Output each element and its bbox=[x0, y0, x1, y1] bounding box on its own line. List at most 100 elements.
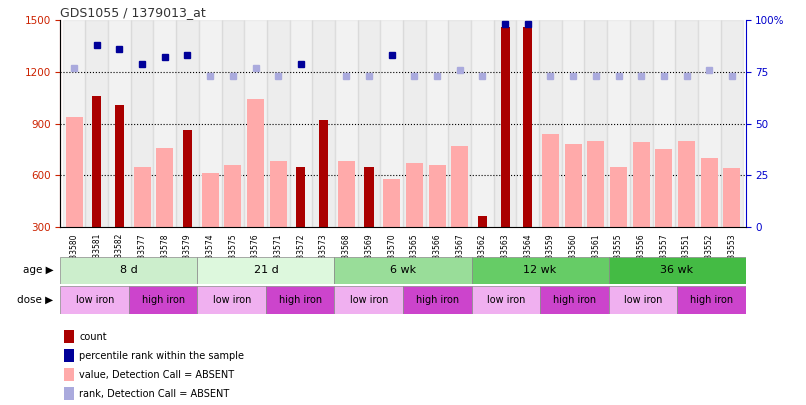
Bar bbox=[64, 368, 73, 381]
Bar bbox=[584, 20, 607, 227]
Bar bbox=[177, 20, 199, 227]
Text: low iron: low iron bbox=[487, 295, 525, 305]
Bar bbox=[115, 104, 124, 227]
Bar bbox=[153, 20, 177, 227]
Bar bbox=[129, 286, 197, 314]
Bar bbox=[472, 286, 540, 314]
Text: value, Detection Call = ABSENT: value, Detection Call = ABSENT bbox=[79, 370, 235, 380]
Text: low iron: low iron bbox=[624, 295, 662, 305]
Bar bbox=[63, 20, 85, 227]
Bar bbox=[429, 165, 446, 227]
Bar bbox=[64, 349, 73, 362]
Bar bbox=[539, 20, 562, 227]
Bar bbox=[523, 27, 532, 227]
Bar bbox=[270, 161, 287, 227]
Bar bbox=[677, 286, 746, 314]
Bar bbox=[244, 20, 267, 227]
Bar bbox=[501, 27, 509, 227]
Text: low iron: low iron bbox=[76, 295, 114, 305]
Bar bbox=[183, 130, 192, 227]
Bar bbox=[134, 166, 151, 227]
Bar bbox=[60, 286, 129, 314]
Bar bbox=[224, 165, 241, 227]
Bar bbox=[607, 20, 629, 227]
Bar bbox=[588, 141, 604, 227]
Text: 36 wk: 36 wk bbox=[660, 265, 694, 275]
Text: rank, Detection Call = ABSENT: rank, Detection Call = ABSENT bbox=[79, 389, 230, 399]
Bar bbox=[700, 158, 718, 227]
Text: high iron: high iron bbox=[690, 295, 733, 305]
Bar bbox=[675, 20, 698, 227]
Bar bbox=[629, 20, 653, 227]
Bar bbox=[609, 286, 677, 314]
Bar bbox=[678, 141, 695, 227]
Bar bbox=[565, 144, 582, 227]
Bar bbox=[85, 20, 108, 227]
Bar bbox=[364, 166, 373, 227]
Text: high iron: high iron bbox=[142, 295, 185, 305]
Bar bbox=[289, 20, 312, 227]
Text: high iron: high iron bbox=[416, 295, 459, 305]
Bar bbox=[247, 100, 264, 227]
Text: 21 d: 21 d bbox=[254, 265, 278, 275]
Bar bbox=[199, 20, 222, 227]
Text: low iron: low iron bbox=[213, 295, 251, 305]
Text: 6 wk: 6 wk bbox=[390, 265, 416, 275]
Bar bbox=[403, 20, 426, 227]
Bar bbox=[297, 166, 305, 227]
Bar bbox=[633, 143, 650, 227]
Text: dose ▶: dose ▶ bbox=[18, 295, 53, 305]
Bar bbox=[542, 134, 559, 227]
Bar bbox=[334, 257, 472, 284]
Bar bbox=[267, 20, 289, 227]
Bar bbox=[266, 286, 334, 314]
Bar bbox=[383, 179, 400, 227]
Bar bbox=[108, 20, 131, 227]
Bar bbox=[202, 173, 218, 227]
Bar bbox=[65, 117, 82, 227]
Text: count: count bbox=[79, 332, 107, 342]
Bar bbox=[92, 96, 102, 227]
Bar bbox=[60, 257, 197, 284]
Bar bbox=[319, 120, 328, 227]
Bar bbox=[380, 20, 403, 227]
Bar bbox=[358, 20, 380, 227]
Bar bbox=[655, 149, 672, 227]
Bar bbox=[562, 20, 584, 227]
Bar bbox=[698, 20, 721, 227]
Bar bbox=[156, 148, 173, 227]
Bar bbox=[406, 163, 423, 227]
Bar bbox=[131, 20, 153, 227]
Bar bbox=[197, 286, 266, 314]
Bar bbox=[403, 286, 472, 314]
Bar bbox=[334, 286, 403, 314]
Text: 12 wk: 12 wk bbox=[523, 265, 557, 275]
Text: low iron: low iron bbox=[350, 295, 388, 305]
Bar bbox=[494, 20, 517, 227]
Bar bbox=[478, 216, 487, 227]
Bar bbox=[721, 20, 743, 227]
Bar bbox=[64, 387, 73, 400]
Bar bbox=[338, 161, 355, 227]
Text: GDS1055 / 1379013_at: GDS1055 / 1379013_at bbox=[60, 6, 206, 19]
Bar bbox=[724, 168, 741, 227]
Text: age ▶: age ▶ bbox=[23, 265, 53, 275]
Bar bbox=[222, 20, 244, 227]
Bar bbox=[64, 330, 73, 343]
Bar bbox=[451, 146, 468, 227]
Bar bbox=[609, 257, 746, 284]
Text: high iron: high iron bbox=[553, 295, 596, 305]
Bar bbox=[471, 20, 494, 227]
Bar bbox=[426, 20, 448, 227]
Text: percentile rank within the sample: percentile rank within the sample bbox=[79, 351, 244, 361]
Text: 8 d: 8 d bbox=[120, 265, 138, 275]
Bar bbox=[540, 286, 609, 314]
Bar bbox=[448, 20, 471, 227]
Bar bbox=[197, 257, 334, 284]
Bar bbox=[312, 20, 335, 227]
Bar bbox=[653, 20, 675, 227]
Bar bbox=[472, 257, 609, 284]
Bar bbox=[610, 166, 627, 227]
Text: high iron: high iron bbox=[279, 295, 322, 305]
Bar bbox=[517, 20, 539, 227]
